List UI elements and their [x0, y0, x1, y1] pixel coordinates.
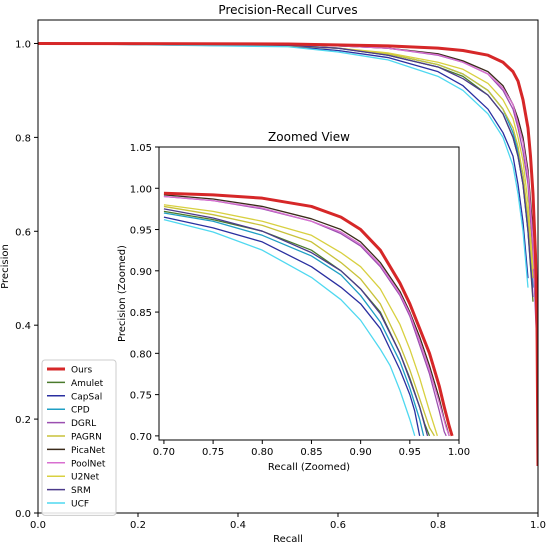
legend-entry: U2Net [71, 473, 100, 483]
x-tick-label: 0.2 [130, 520, 146, 531]
plot-frame [37, 19, 539, 514]
x-tick-label: 0.80 [251, 447, 273, 458]
y-tick-label: 0.4 [15, 321, 31, 332]
y-tick-label: 0.2 [15, 415, 31, 426]
series-line-srm [38, 42, 534, 298]
series-line-picanet [163, 194, 450, 437]
y-tick-label: 0.85 [130, 308, 152, 319]
y-tick-label: 0.8 [15, 133, 31, 144]
x-tick-label: 0.90 [350, 447, 372, 458]
legend-entry: PoolNet [71, 459, 106, 469]
x-tick-label: 1.0 [530, 520, 546, 531]
legend-entry: CapSal [71, 392, 102, 402]
series-line-pagrn [163, 205, 435, 437]
x-tick-label: 0.70 [153, 447, 175, 458]
legend-entry: SRM [71, 486, 91, 496]
series-group [163, 191, 454, 437]
x-tick-label: 0.4 [230, 520, 246, 531]
series-line-ours [38, 41, 538, 467]
x-tick-label: 1.00 [448, 447, 470, 458]
zoomed-chart: 0.70 0.75 0.80 0.85 0.90 0.95 1.00 0.70 0.75 0.80… [117, 130, 470, 473]
series-group [38, 41, 538, 467]
series-line-capsal [163, 216, 421, 436]
legend-entry: PicaNet [71, 446, 105, 456]
legend: Ours Amulet CapSal CPD DGRL PAGRN PicaNet PoolN… [41, 359, 117, 516]
y-tick-label: 0.90 [130, 267, 152, 278]
y-axis-label: Precision (Zoomed) [117, 245, 128, 342]
y-tick-label: 1.0 [15, 39, 31, 50]
x-tick-label: 0.95 [399, 447, 421, 458]
y-tick-label: 0.0 [15, 509, 31, 520]
series-line-cpd [163, 212, 425, 437]
legend-entry: CPD [71, 406, 90, 416]
chart-title: Zoomed View [268, 130, 350, 144]
plot-background [159, 147, 459, 440]
y-tick-label: 0.75 [130, 391, 152, 402]
y-tick-label: 0.95 [130, 226, 152, 237]
x-tick-label: 0.75 [202, 447, 224, 458]
series-line-dgrl [163, 195, 447, 437]
series-line-srm [163, 208, 429, 437]
legend-entry: Ours [71, 366, 92, 376]
x-axis-label: Recall (Zoomed) [268, 462, 350, 473]
y-axis-label: Precision [0, 244, 11, 289]
series-line-ucf [38, 42, 529, 288]
x-axis-label: Recall [273, 534, 303, 545]
chart-title: Precision-Recall Curves [218, 3, 357, 17]
plot-frame [158, 146, 460, 441]
series-line-u2net [163, 204, 438, 437]
series-line-ucf [163, 218, 416, 437]
y-tick-label: 0.6 [15, 227, 31, 238]
x-tick-label: 0.0 [30, 520, 46, 531]
x-tick-label: 0.6 [330, 520, 346, 531]
legend-entry: Amulet [71, 379, 104, 389]
legend-entry: DGRL [71, 419, 96, 429]
legend-entry: PAGRN [71, 433, 102, 443]
y-tick-label: 1.00 [130, 184, 152, 195]
legend-entry: UCF [71, 500, 89, 510]
x-tick-label: 0.8 [430, 520, 446, 531]
series-line-capsal [38, 42, 529, 279]
x-tick-label: 0.85 [300, 447, 322, 458]
y-tick-label: 0.80 [130, 349, 152, 360]
y-tick-label: 1.05 [130, 143, 152, 154]
y-tick-label: 0.70 [130, 432, 152, 443]
series-line-poolnet [163, 195, 450, 437]
series-line-ours [163, 191, 454, 437]
